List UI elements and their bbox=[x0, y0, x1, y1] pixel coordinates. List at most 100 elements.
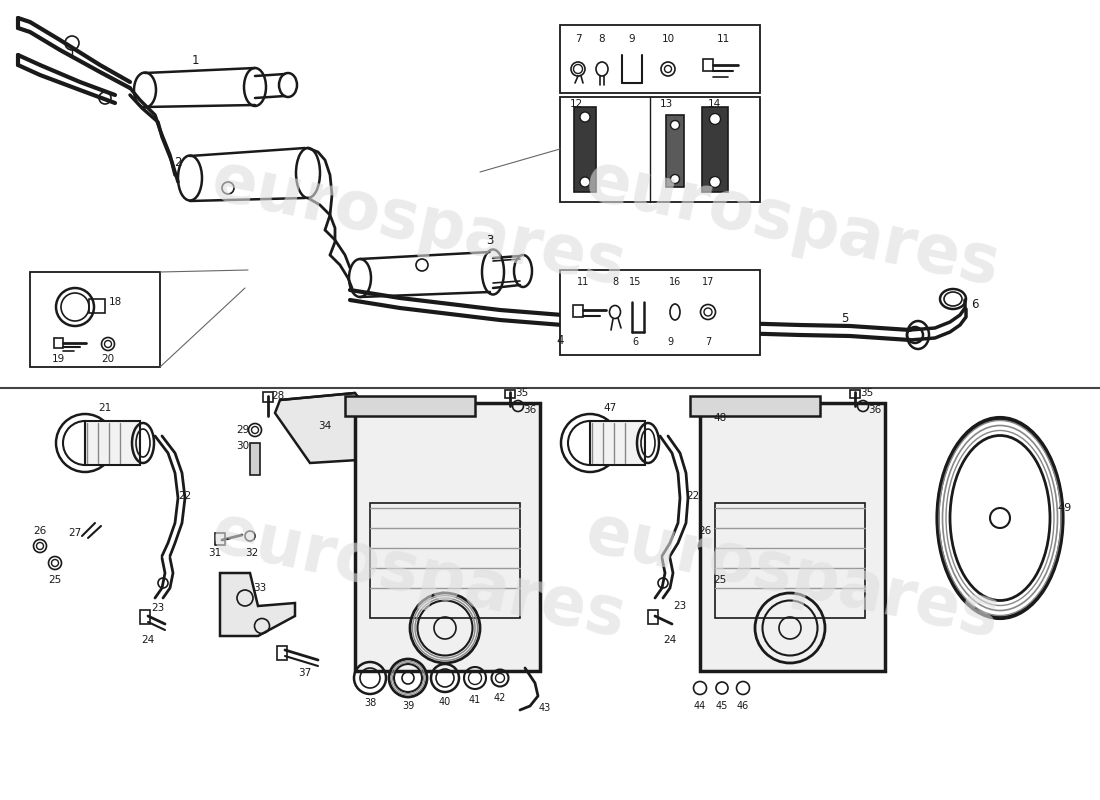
Text: 29: 29 bbox=[236, 425, 250, 435]
Text: 13: 13 bbox=[660, 99, 673, 109]
Bar bbox=[370, 503, 520, 618]
Text: 43: 43 bbox=[539, 703, 551, 713]
Text: 25: 25 bbox=[48, 575, 62, 585]
Bar bbox=[85, 421, 140, 465]
Text: 46: 46 bbox=[737, 701, 749, 711]
Text: 21: 21 bbox=[98, 403, 111, 413]
Text: 17: 17 bbox=[702, 277, 714, 287]
Bar bbox=[850, 390, 860, 398]
Text: 22: 22 bbox=[686, 491, 700, 501]
Text: 1: 1 bbox=[191, 54, 199, 66]
Text: 8: 8 bbox=[612, 277, 618, 287]
Bar bbox=[505, 390, 515, 398]
Text: 41: 41 bbox=[469, 695, 481, 705]
Text: 15: 15 bbox=[629, 277, 641, 287]
Text: 36: 36 bbox=[524, 405, 537, 415]
Text: 4: 4 bbox=[557, 334, 563, 346]
Bar bbox=[703, 59, 713, 71]
Text: 9: 9 bbox=[629, 34, 636, 44]
Text: 34: 34 bbox=[318, 421, 331, 431]
Text: 11: 11 bbox=[576, 277, 590, 287]
Text: 23: 23 bbox=[152, 603, 165, 613]
Text: 24: 24 bbox=[663, 635, 676, 645]
Bar bbox=[573, 305, 583, 317]
Bar bbox=[560, 97, 760, 202]
Text: 35: 35 bbox=[860, 388, 873, 398]
Text: 44: 44 bbox=[694, 701, 706, 711]
Ellipse shape bbox=[671, 121, 680, 130]
Text: 38: 38 bbox=[364, 698, 376, 708]
Text: 10: 10 bbox=[661, 34, 674, 44]
Bar bbox=[214, 533, 225, 545]
Polygon shape bbox=[275, 393, 395, 463]
Text: 26: 26 bbox=[698, 526, 712, 536]
Text: 2: 2 bbox=[174, 157, 182, 170]
Bar bbox=[140, 610, 150, 624]
Text: 23: 23 bbox=[673, 601, 686, 611]
Text: 19: 19 bbox=[52, 354, 65, 364]
Text: 26: 26 bbox=[33, 526, 46, 536]
Text: eurospares: eurospares bbox=[579, 500, 1005, 652]
Bar bbox=[715, 503, 865, 618]
Text: 48: 48 bbox=[714, 413, 727, 423]
Text: 40: 40 bbox=[439, 697, 451, 707]
Bar bbox=[54, 338, 63, 348]
Polygon shape bbox=[666, 115, 684, 187]
Text: 6: 6 bbox=[631, 337, 638, 347]
Ellipse shape bbox=[580, 112, 590, 122]
Bar bbox=[590, 421, 645, 465]
Text: 20: 20 bbox=[101, 354, 114, 364]
Text: eurospares: eurospares bbox=[579, 148, 1005, 300]
Text: 27: 27 bbox=[68, 528, 81, 538]
Ellipse shape bbox=[671, 174, 680, 183]
Text: 25: 25 bbox=[714, 575, 727, 585]
Bar bbox=[560, 270, 760, 355]
Bar bbox=[89, 299, 104, 313]
Text: 36: 36 bbox=[868, 405, 881, 415]
Text: 9: 9 bbox=[667, 337, 673, 347]
Text: 49: 49 bbox=[1058, 503, 1072, 513]
Text: 39: 39 bbox=[402, 701, 414, 711]
Ellipse shape bbox=[580, 177, 590, 187]
Text: 33: 33 bbox=[253, 583, 266, 593]
Bar bbox=[700, 403, 886, 671]
Bar bbox=[648, 610, 658, 624]
Ellipse shape bbox=[710, 177, 720, 187]
Text: 11: 11 bbox=[716, 34, 729, 44]
Text: 35: 35 bbox=[516, 388, 529, 398]
Text: 7: 7 bbox=[574, 34, 581, 44]
Polygon shape bbox=[702, 107, 728, 192]
Ellipse shape bbox=[710, 114, 720, 125]
Text: 22: 22 bbox=[178, 491, 191, 501]
Text: 5: 5 bbox=[842, 311, 849, 325]
Bar bbox=[30, 272, 159, 367]
Bar bbox=[345, 396, 475, 416]
Polygon shape bbox=[220, 573, 295, 636]
Text: 8: 8 bbox=[598, 34, 605, 44]
Text: 12: 12 bbox=[570, 99, 583, 109]
Bar bbox=[250, 443, 260, 475]
Text: 16: 16 bbox=[669, 277, 681, 287]
Text: 24: 24 bbox=[142, 635, 155, 645]
Text: 3: 3 bbox=[486, 234, 494, 246]
Text: 47: 47 bbox=[604, 403, 617, 413]
Bar bbox=[690, 396, 820, 416]
Text: 32: 32 bbox=[245, 548, 258, 558]
Bar bbox=[355, 403, 540, 671]
Bar bbox=[263, 392, 273, 402]
Text: 42: 42 bbox=[494, 693, 506, 703]
Text: 31: 31 bbox=[208, 548, 221, 558]
Text: 28: 28 bbox=[272, 391, 285, 401]
Bar bbox=[560, 25, 760, 93]
Text: 45: 45 bbox=[716, 701, 728, 711]
Text: 37: 37 bbox=[298, 668, 311, 678]
Text: eurospares: eurospares bbox=[205, 500, 631, 652]
Text: 14: 14 bbox=[708, 99, 722, 109]
Text: 7: 7 bbox=[705, 337, 711, 347]
Text: 6: 6 bbox=[971, 298, 979, 311]
Text: eurospares: eurospares bbox=[205, 148, 631, 300]
Bar bbox=[277, 646, 287, 660]
Polygon shape bbox=[574, 107, 596, 192]
Text: 30: 30 bbox=[236, 441, 250, 451]
Text: 18: 18 bbox=[109, 297, 122, 307]
